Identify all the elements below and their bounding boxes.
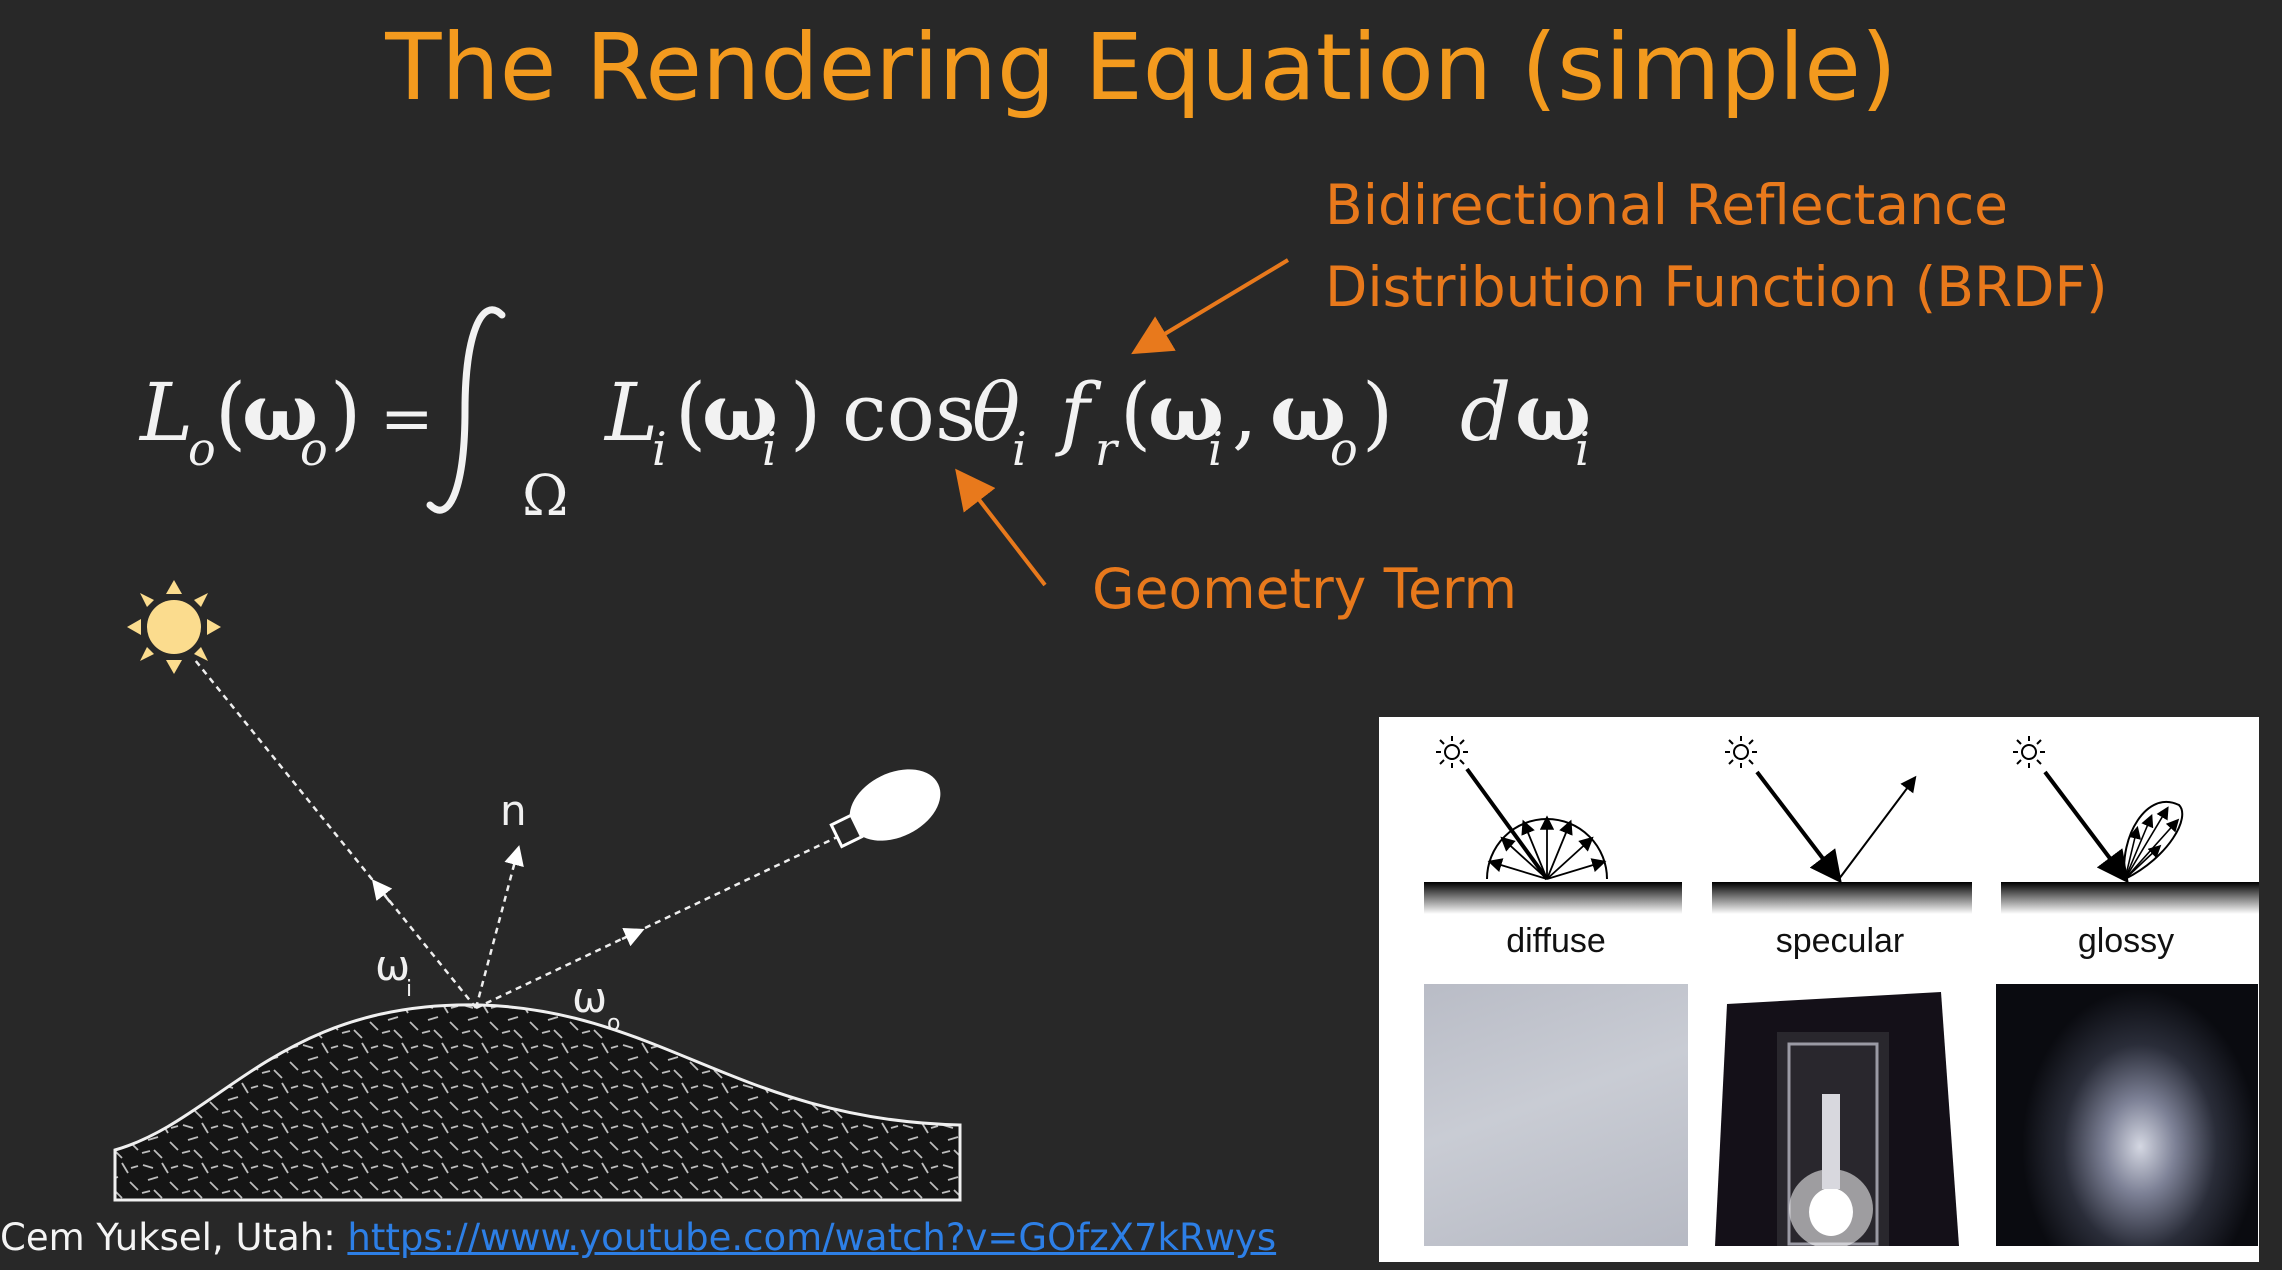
credit-line: Cem Yuksel, Utah: https://www.youtube.co… [0,1213,1276,1263]
brdf-arrow [1131,258,1290,355]
svg-text:i: i [406,977,412,1002]
svg-text:(: ( [215,366,246,459]
eq-Li: L [603,366,658,459]
incoming-ray [194,659,477,1009]
svg-text:i: i [762,422,777,476]
svg-text:i: i [1012,422,1027,476]
svg-text:o: o [607,1011,620,1036]
camera-icon [829,769,941,849]
specular-label: specular [1775,922,1905,960]
brdf-schematics [1424,736,2259,914]
diffuse-schematic [1424,736,1682,914]
reflection-diagram: n ω i ω o [113,580,962,1202]
outgoing-ray [475,828,853,1010]
normal-label: n [500,786,527,835]
normal-ray [474,845,524,1009]
surface [113,1003,962,1202]
glossy-label: glossy [2077,922,2175,960]
svg-text:,: , [1232,366,1257,459]
svg-text:ω: ω [1515,365,1591,459]
specular-photo-scene [1715,992,1959,1249]
svg-text:r: r [1095,422,1120,476]
slide-title: The Rendering Equation (simple) [385,14,1897,121]
svg-text:(: ( [675,366,706,459]
geometry-term-annotation: Geometry Term [1092,557,1518,621]
svg-text:i: i [1208,422,1223,476]
glossy-photo [1996,984,2258,1246]
svg-text:): ) [330,366,361,459]
svg-text:): ) [790,366,821,459]
svg-text:ω: ω [702,365,778,459]
eq-domain: Ω [522,464,568,529]
eq-lhs-sub: o [188,422,216,476]
integral-sign [426,306,506,514]
geometry-arrow [955,468,1047,587]
eq-lhs-omega-sub: o [300,422,328,476]
small-sun-icon [2013,736,2045,768]
diffuse-photo [1424,984,1688,1246]
credit-link[interactable]: https://www.youtube.com/watch?v=GOfzX7kR… [347,1216,1277,1259]
small-sun-icon [1725,736,1757,768]
brdf-annotation-line2: Distribution Function (BRDF) [1325,255,2108,319]
brdf-types-panel: diffuse specular glossy [1379,717,2259,1262]
eq-equals: = [380,382,434,456]
svg-text:(: ( [1120,366,1151,459]
svg-text:): ) [1362,366,1393,459]
rendering-equation: L o ( ω o ) = Ω L i ( ω i ) cos θ i f r … [138,306,1591,529]
sun-icon [127,580,221,674]
brdf-annotation-line1: Bidirectional Reflectance [1325,173,2009,237]
glossy-schematic [2001,736,2259,914]
omega-out-label: ω [572,973,607,1022]
svg-text:ω: ω [1148,365,1224,459]
diffuse-label: diffuse [1506,922,1606,960]
svg-text:o: o [1330,422,1358,476]
small-sun-icon [1436,736,1468,768]
eq-lhs-omega: ω [242,365,318,459]
eq-cos: cos [842,366,976,459]
eq-lhs-L: L [138,366,193,459]
svg-text:ω: ω [1270,365,1346,459]
svg-text:i: i [652,422,667,476]
svg-text:i: i [1575,422,1590,476]
credit-text: Cem Yuksel, Utah: [0,1216,348,1259]
eq-theta: θ [972,366,1020,459]
specular-photo [1709,984,1971,1249]
specular-schematic [1712,736,1972,914]
omega-in-label: ω [375,941,410,990]
eq-d: d [1460,366,1511,459]
